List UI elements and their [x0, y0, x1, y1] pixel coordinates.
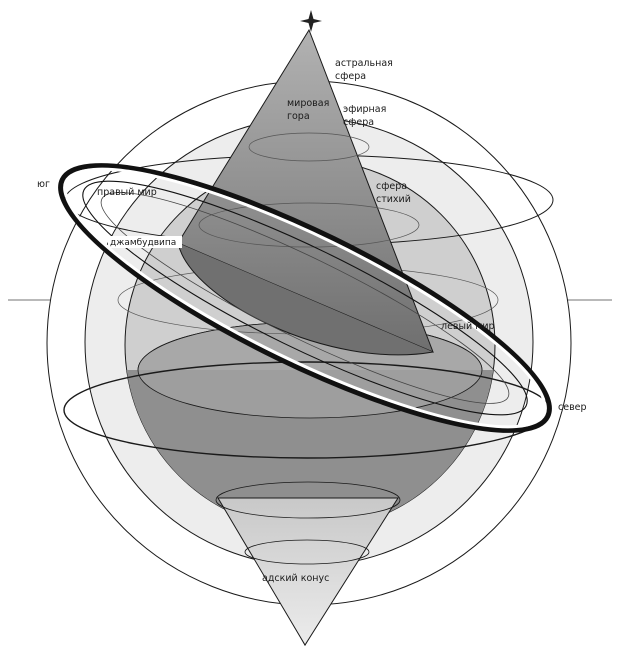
label-hell-cone: адский конус — [262, 573, 329, 584]
apex-star-icon — [300, 10, 322, 32]
label-elements-sphere-2: стихий — [376, 194, 411, 205]
tilted-world-ring — [58, 163, 552, 433]
mountain-ring-2 — [198, 202, 420, 248]
label-elements-sphere-1: сфера — [376, 181, 407, 192]
mountain-ring-1 — [248, 132, 370, 162]
label-astral-sphere-1: астральная — [335, 58, 393, 69]
label-jambudvipa: джамбудвипа — [110, 238, 176, 248]
label-south: юг — [37, 179, 50, 190]
label-ether-sphere-2: сфера — [343, 117, 374, 128]
label-north: север — [558, 402, 587, 413]
jambudvipa-label-box — [108, 236, 182, 248]
label-astral-sphere-2: сфера — [335, 71, 366, 82]
label-world-mountain-1: мировая — [287, 98, 329, 109]
label-world-mountain-2: гора — [287, 111, 310, 122]
label-ether-sphere-1: эфирная — [343, 104, 386, 115]
hell-cone-ring-2 — [244, 539, 370, 565]
hell-cone-lower — [217, 497, 399, 646]
label-right-world: правый мир — [97, 187, 157, 198]
hell-cone-ring-1 — [215, 481, 401, 519]
label-left-world: левый мир — [441, 321, 495, 332]
